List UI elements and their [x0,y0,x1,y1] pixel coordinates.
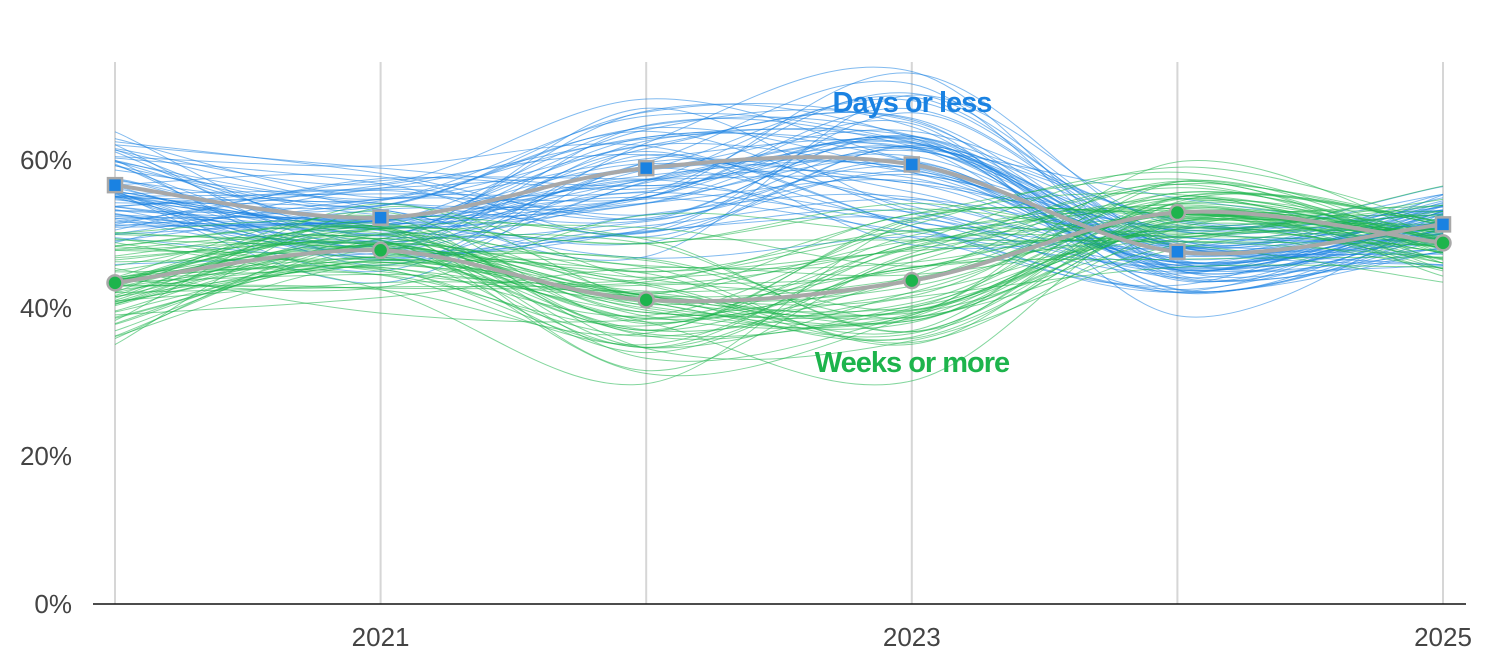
draw-line [114,224,1444,313]
draw-line [114,142,1444,295]
data-point-square [903,156,921,173]
data-point-square [637,159,655,177]
draw-line [114,66,1444,278]
draw-line [114,183,1444,348]
x-tick-label: 2021 [352,622,410,652]
draw-line [114,198,1444,284]
draw-line [114,203,1444,327]
data-point-circle [106,274,124,292]
draw-line [114,219,1444,311]
data-point-square [1169,243,1186,261]
draw-line [114,149,1444,241]
draw-line [114,208,1444,257]
draw-line [114,95,1444,256]
y-tick-label: 20% [20,441,72,471]
draw-line [114,206,1444,386]
draw-line [114,178,1444,286]
draw-line [114,158,1444,284]
draw-line [114,183,1444,323]
draw-line [114,197,1444,345]
uncertainty-draws [114,66,1444,386]
draw-line [114,213,1444,339]
draw-line [114,187,1444,327]
draw-line [114,180,1444,337]
draw-line [114,224,1444,325]
y-tick-label: 60% [20,145,72,175]
draw-line [114,154,1444,273]
draw-line [114,215,1444,283]
draw-line [114,207,1444,302]
draw-line [114,215,1444,341]
series-markers [106,156,1452,309]
draw-line [114,233,1444,348]
data-point-circle [371,241,390,260]
draw-line [114,210,1444,292]
data-point-square [372,209,389,226]
series-label-days-or-less: Days or less [833,87,992,119]
data-point-circle [903,271,921,290]
draw-line [114,143,1444,293]
data-point-square [106,176,124,194]
draw-line [114,127,1444,249]
data-point-square [1434,216,1452,233]
x-tick-label: 2023 [883,622,941,652]
draw-line [114,158,1444,267]
draw-line [114,204,1444,316]
axes: 0% 20% 40% 60% 2021 2023 2025 [20,145,1472,652]
series-line [114,155,1444,256]
x-tick-label: 2025 [1414,622,1472,652]
draw-line [114,206,1444,318]
draw-line [114,136,1444,293]
series-line [114,209,1444,304]
data-point-circle [1168,203,1187,222]
y-tick-label: 40% [20,293,72,323]
data-point-circle [637,291,655,309]
data-point-circle [1434,234,1452,252]
series-lines [114,155,1444,304]
draw-line [114,191,1444,306]
draw-line [114,226,1444,372]
draw-line [114,138,1444,240]
draw-line [114,245,1444,332]
y-tick-label: 0% [34,589,72,619]
draw-line [114,111,1444,271]
series-label-weeks-or-more: Weeks or more [815,347,1010,379]
